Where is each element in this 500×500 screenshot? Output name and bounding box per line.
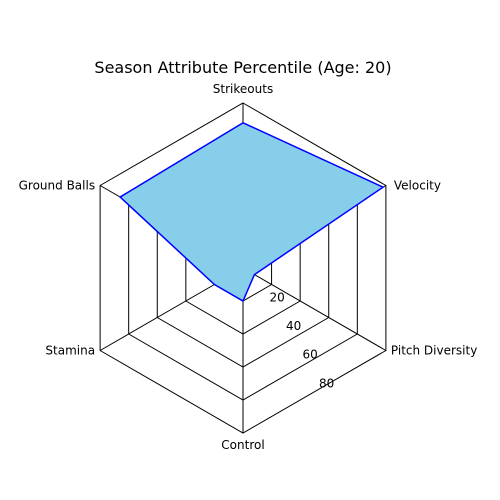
chart-title: Season Attribute Percentile (Age: 20) <box>94 58 391 77</box>
axis-label-velocity: Velocity <box>394 179 441 193</box>
radial-tick-40: 40 <box>286 319 301 333</box>
spoke-pitch-diversity <box>242 267 387 351</box>
axis-labels: Strikeouts Velocity Pitch Diversity Control… <box>19 82 478 452</box>
axis-label-control: Control <box>221 438 264 452</box>
radar-series <box>118 121 385 303</box>
axis-label-ground-balls: Ground Balls <box>19 179 95 193</box>
series-area <box>118 121 385 303</box>
axis-label-stamina: Stamina <box>45 344 95 358</box>
axis-label-strikeouts: Strikeouts <box>213 82 273 96</box>
radial-tick-60: 60 <box>303 348 318 362</box>
radial-tick-80: 80 <box>319 376 334 390</box>
radial-tick-20: 20 <box>270 291 285 305</box>
axis-label-pitch-diversity: Pitch Diversity <box>391 344 477 358</box>
